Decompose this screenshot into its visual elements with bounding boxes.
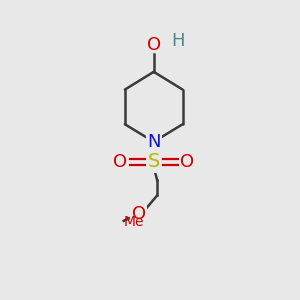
Text: O: O [113, 153, 127, 171]
Text: Me: Me [124, 215, 144, 229]
Text: O: O [147, 36, 161, 54]
Text: O: O [180, 153, 194, 171]
Text: N: N [147, 133, 160, 151]
Text: H: H [171, 32, 184, 50]
Text: O: O [132, 205, 146, 223]
Text: S: S [148, 152, 160, 171]
